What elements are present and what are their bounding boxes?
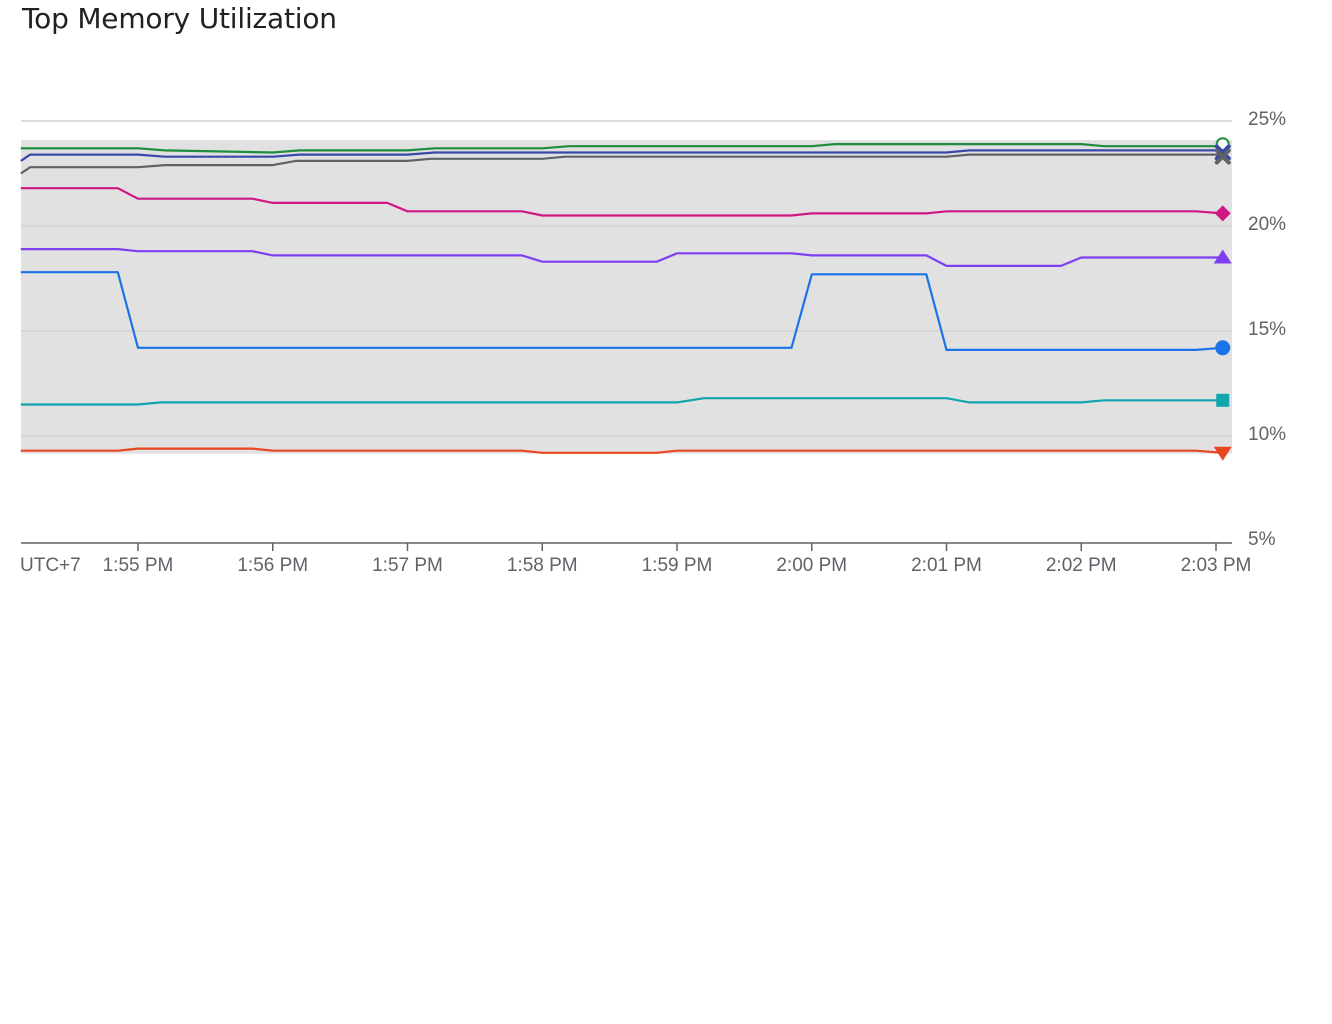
x-tick-label: 2:01 PM — [911, 555, 982, 576]
series-marker-triangle — [1213, 446, 1232, 461]
marker-x-stroke — [1214, 148, 1231, 165]
x-tick-label: 1:56 PM — [237, 555, 308, 576]
series-marker-square — [1216, 393, 1230, 407]
series-marker-circle — [1215, 340, 1231, 356]
y-tick-label: 15% — [1248, 319, 1286, 340]
series-line — [20, 271, 1223, 351]
x-tick-label: 1:55 PM — [103, 555, 174, 576]
series-line — [20, 143, 1223, 154]
series-lines — [20, 143, 1223, 454]
x-tick-label: 2:02 PM — [1046, 555, 1117, 576]
y-tick-label: 5% — [1248, 529, 1276, 550]
series-markers — [1213, 137, 1232, 461]
timezone-label: UTC+7 — [20, 555, 81, 576]
x-axis-ticks: 1:55 PM 1:56 PM 1:57 PM 1:58 PM 1:59 PM 2:00 … — [103, 543, 1252, 576]
series-line — [20, 248, 1223, 267]
series-line — [20, 149, 1223, 162]
chart-title: Top Memory Utilization — [22, 2, 337, 35]
series-marker-triangle — [1213, 249, 1232, 264]
x-tick-label: 1:57 PM — [372, 555, 443, 576]
series-line — [20, 153, 1223, 175]
series-line — [20, 397, 1223, 406]
series-marker-x — [1214, 148, 1231, 165]
line-chart: 1:55 PM 1:56 PM 1:57 PM 1:58 PM 1:59 PM 2:00 … — [20, 109, 1286, 576]
marker-x-stroke — [1214, 144, 1231, 161]
series-line — [20, 447, 1223, 454]
series-marker-x — [1214, 144, 1231, 161]
x-tick-label: 1:58 PM — [507, 555, 578, 576]
y-tick-label: 20% — [1248, 214, 1286, 235]
x-tick-label: 2:00 PM — [776, 555, 847, 576]
x-tick-label: 1:59 PM — [642, 555, 713, 576]
gridlines — [21, 120, 1232, 437]
series-marker-diamond — [1214, 205, 1231, 222]
x-tick-label: 2:03 PM — [1181, 555, 1252, 576]
y-tick-label: 10% — [1248, 424, 1286, 445]
y-tick-label: 25% — [1248, 109, 1286, 130]
series-line — [20, 187, 1223, 217]
y-axis-ticks: 25% 20% 15% 10% 5% — [1248, 109, 1286, 550]
plot-area — [21, 140, 1232, 454]
